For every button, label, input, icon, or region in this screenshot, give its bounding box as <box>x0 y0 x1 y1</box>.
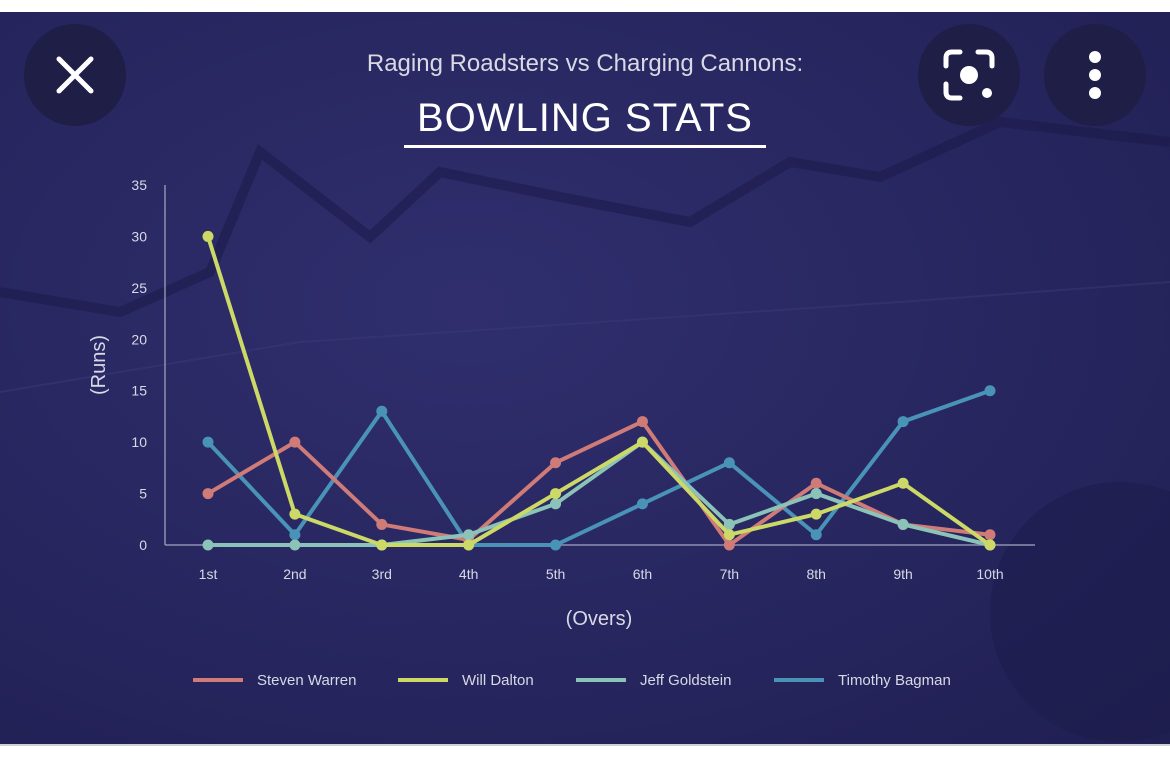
x-tick-label: 8th <box>806 566 825 582</box>
data-point <box>550 539 562 551</box>
more-vertical-icon <box>1089 51 1101 99</box>
data-point <box>289 508 301 520</box>
series-steven-warren <box>202 416 996 551</box>
data-point <box>810 529 822 541</box>
series-line <box>208 440 991 547</box>
data-point <box>897 518 909 530</box>
x-tick-label: 5th <box>546 566 565 582</box>
chart-subtitle: Raging Roadsters vs Charging Cannons: <box>366 50 804 77</box>
data-point <box>636 498 648 510</box>
data-point <box>376 405 388 417</box>
data-point <box>376 539 388 551</box>
close-button[interactable] <box>24 24 126 126</box>
data-point <box>984 385 996 397</box>
x-tick-label: 3rd <box>372 566 392 582</box>
y-axis-label: (Runs) <box>88 335 110 395</box>
image-viewer <box>0 12 1170 744</box>
x-tick-label: 6th <box>633 566 652 582</box>
series-line <box>206 235 992 547</box>
data-point <box>202 230 214 242</box>
data-point <box>810 477 822 489</box>
legend-label: Jeff Goldstein <box>640 672 731 689</box>
data-point <box>897 477 909 489</box>
data-point <box>636 416 648 428</box>
data-point <box>723 518 735 530</box>
legend-label: Steven Warren <box>257 672 357 689</box>
y-tick-label: 0 <box>139 537 147 553</box>
chart-title: BOWLING STATS <box>417 96 753 140</box>
y-tick-label: 10 <box>131 434 147 450</box>
lens-search-button[interactable] <box>918 24 1020 126</box>
lens-icon <box>943 49 995 101</box>
x-axis-label: (Overs) <box>566 608 633 630</box>
data-point <box>202 488 214 500</box>
data-point <box>897 416 909 428</box>
y-tick-label: 20 <box>131 331 147 347</box>
legend-item: Steven Warren <box>193 672 357 689</box>
legend-item: Will Dalton <box>398 672 534 689</box>
data-point <box>550 488 562 500</box>
data-point <box>289 436 301 448</box>
data-point <box>723 457 735 469</box>
data-point <box>723 529 735 541</box>
data-point <box>636 436 648 448</box>
data-point <box>202 436 214 448</box>
y-tick-label: 35 <box>131 177 147 193</box>
x-tick-label: 4th <box>459 566 478 582</box>
close-icon <box>56 56 94 94</box>
title-underline <box>404 145 766 148</box>
y-tick-label: 5 <box>139 486 147 502</box>
y-tick-label: 25 <box>131 280 147 296</box>
data-point <box>289 529 301 541</box>
data-point <box>463 529 475 541</box>
x-tick-label: 9th <box>893 566 912 582</box>
x-tick-label: 2nd <box>283 566 306 582</box>
legend-label: Timothy Bagman <box>838 672 951 689</box>
data-point <box>550 498 562 510</box>
data-point <box>810 488 822 500</box>
data-point <box>723 539 735 551</box>
y-tick-label: 15 <box>131 383 147 399</box>
data-point <box>463 539 475 551</box>
series-line <box>206 388 991 547</box>
x-tick-label: 7th <box>720 566 739 582</box>
y-tick-label: 30 <box>131 228 147 244</box>
series-line <box>206 419 991 547</box>
x-tick-label: 1st <box>199 566 218 582</box>
data-point <box>289 539 301 551</box>
legend-item: Jeff Goldstein <box>576 672 731 689</box>
data-point <box>984 529 996 541</box>
data-point <box>202 539 214 551</box>
series-timothy-bagman <box>202 385 996 551</box>
legend-label: Will Dalton <box>462 672 534 689</box>
data-point <box>984 539 996 551</box>
data-point <box>810 508 822 520</box>
data-point <box>550 457 562 469</box>
series-will-dalton <box>202 230 996 551</box>
x-tick-label: 10th <box>976 566 1003 582</box>
legend-item: Timothy Bagman <box>774 672 951 689</box>
viewer-bottom-border <box>0 744 1170 746</box>
data-point <box>376 518 388 530</box>
background-decoration <box>0 116 1170 742</box>
more-options-button[interactable] <box>1044 24 1146 126</box>
